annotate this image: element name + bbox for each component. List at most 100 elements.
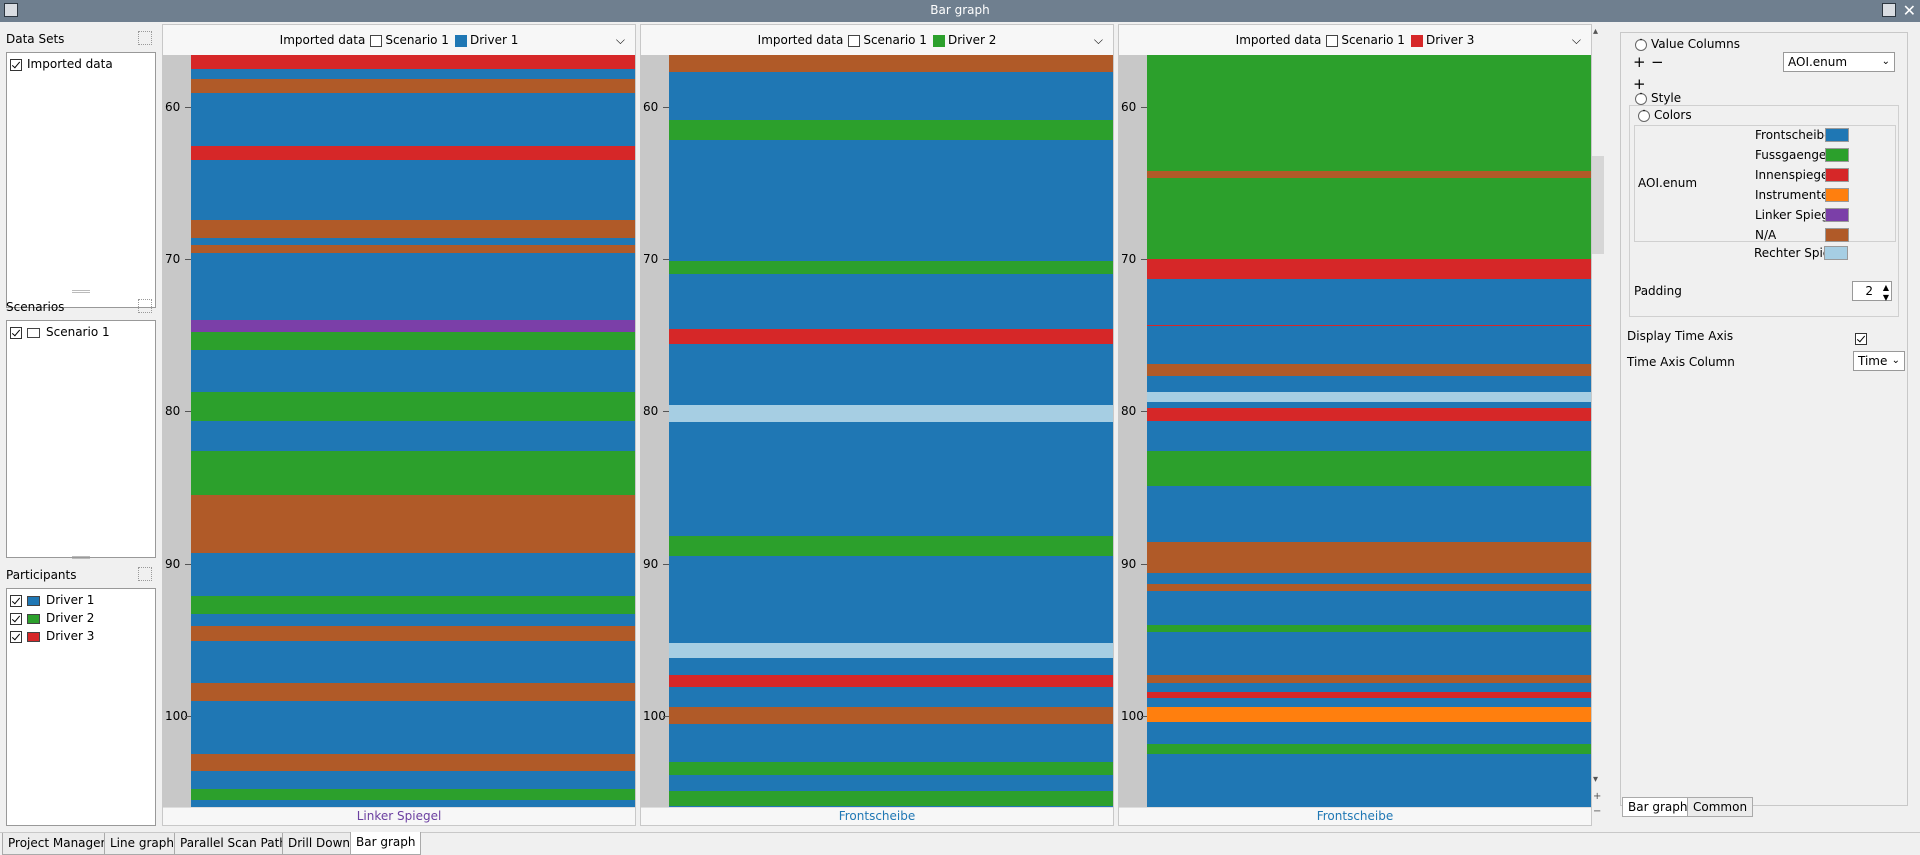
- bar-segment-n-a[interactable]: [191, 79, 635, 94]
- bar-segment-innenspiegel[interactable]: [1147, 259, 1591, 279]
- time-axis-column-select[interactable]: Time ⌄: [1853, 351, 1905, 371]
- bar-segment-innenspiegel[interactable]: [669, 329, 1113, 345]
- style-header[interactable]: ˆ Style: [1635, 91, 1681, 105]
- tab-parallel-scan-path[interactable]: Parallel Scan Path: [174, 833, 293, 855]
- chart-header[interactable]: Imported data Scenario 1 Driver 1 ⌵: [163, 25, 635, 55]
- legend-color-swatch[interactable]: [1825, 168, 1849, 182]
- bar-segment-n-a[interactable]: [669, 706, 1113, 724]
- bar-segment-fussgaenger[interactable]: [191, 391, 635, 421]
- bar-segment-n-a[interactable]: [191, 626, 635, 642]
- participant-checkbox[interactable]: [10, 630, 22, 643]
- bar-segment-rechter-spiegel[interactable]: [1147, 391, 1591, 403]
- spin-up-icon[interactable]: ▲: [1882, 283, 1889, 292]
- bar-segment-fussgaenger[interactable]: [191, 595, 635, 614]
- bar-segment-n-a[interactable]: [1147, 542, 1591, 573]
- vertical-scrollbar[interactable]: ▴ ▾ + −: [1590, 24, 1606, 824]
- bar-segment-n-a[interactable]: [191, 754, 635, 771]
- participant-checkbox[interactable]: [10, 612, 22, 625]
- bar-segment-fussgaenger[interactable]: [669, 260, 1113, 275]
- bar-segment-n-a[interactable]: [191, 495, 635, 554]
- bar-segment-fussgaenger[interactable]: [191, 789, 635, 800]
- dataset-checkbox[interactable]: [10, 58, 22, 71]
- data-sets-options-icon[interactable]: [138, 31, 152, 45]
- tab-bar-graph[interactable]: Bar graph: [350, 832, 422, 855]
- splitter-handle[interactable]: [72, 556, 90, 559]
- list-item[interactable]: Imported data: [10, 56, 113, 72]
- legend-color-swatch[interactable]: [1825, 128, 1849, 142]
- display-time-axis-checkbox[interactable]: [1855, 332, 1867, 345]
- spin-down-icon[interactable]: ▼: [1882, 293, 1889, 302]
- bar-segment-n-a[interactable]: [191, 219, 635, 238]
- participants-options-icon[interactable]: [138, 567, 152, 581]
- bar-segment-n-a[interactable]: [1147, 364, 1591, 377]
- zoom-out-icon[interactable]: −: [1593, 806, 1602, 817]
- legend-color-swatch[interactable]: [1825, 188, 1849, 202]
- list-item[interactable]: Driver 3: [10, 628, 94, 644]
- scenarios-options-icon[interactable]: [138, 299, 152, 313]
- tab-bar-graph-settings[interactable]: Bar graph: [1622, 797, 1694, 817]
- list-item[interactable]: Driver 2: [10, 610, 94, 626]
- bar-segment-fussgaenger[interactable]: [669, 790, 1113, 806]
- remove-column-button[interactable]: −: [1651, 53, 1664, 71]
- bar-segment-fussgaenger[interactable]: [669, 761, 1113, 776]
- bar-segment-rechter-spiegel[interactable]: [669, 405, 1113, 423]
- chart-header[interactable]: Imported data Scenario 1 Driver 2 ⌵: [641, 25, 1113, 55]
- bar-segment-n-a[interactable]: [1147, 674, 1591, 683]
- collapse-icon[interactable]: ˆ: [1635, 38, 1647, 51]
- bar-segment-fussgaenger[interactable]: [669, 120, 1113, 141]
- chart-header[interactable]: Imported data Scenario 1 Driver 3 ⌵: [1119, 25, 1591, 55]
- bar-segment-n-a[interactable]: [191, 682, 635, 701]
- chevron-down-icon[interactable]: ⌵: [615, 33, 625, 47]
- chevron-down-icon[interactable]: ⌵: [1093, 33, 1103, 47]
- participant-checkbox[interactable]: [10, 594, 22, 607]
- legend-color-swatch[interactable]: [1825, 148, 1849, 162]
- scroll-up-icon[interactable]: ▴: [1593, 26, 1599, 37]
- bar-segment-innenspiegel[interactable]: [191, 146, 635, 161]
- scroll-thumb[interactable]: [1592, 156, 1604, 254]
- legend-color-swatch[interactable]: [1825, 208, 1849, 222]
- bar-segment-instrumente[interactable]: [1147, 706, 1591, 723]
- colors-header[interactable]: ˆ Colors: [1638, 108, 1692, 122]
- bar-segment-fussgaenger[interactable]: [1147, 451, 1591, 487]
- collapse-icon[interactable]: ˆ: [1638, 109, 1650, 122]
- list-item[interactable]: Driver 1: [10, 592, 94, 608]
- bar-segment-fussgaenger[interactable]: [669, 536, 1113, 557]
- list-item[interactable]: Scenario 1: [10, 324, 110, 340]
- bar-segment-fussgaenger[interactable]: [1147, 178, 1591, 260]
- bar-segment-fussgaenger[interactable]: [191, 451, 635, 496]
- bar-segment-n-a[interactable]: [191, 245, 635, 253]
- bar-segment-fussgaenger[interactable]: [1147, 743, 1591, 755]
- bar-segment-fussgaenger[interactable]: [1147, 55, 1591, 171]
- bar-segment-n-a[interactable]: [669, 55, 1113, 72]
- bar-segment-innenspiegel[interactable]: [669, 674, 1113, 688]
- legend-color-swatch[interactable]: [1825, 228, 1849, 242]
- bar-segment-fussgaenger[interactable]: [191, 332, 635, 351]
- scroll-down-icon[interactable]: ▾: [1593, 774, 1599, 785]
- tab-project-manager[interactable]: Project Manager: [2, 833, 112, 855]
- dock-icon[interactable]: [1882, 3, 1896, 17]
- tab-line-graph[interactable]: Line graph: [104, 833, 180, 855]
- bar-segment-linker-spiegel[interactable]: [191, 320, 635, 333]
- bar-segment-rechter-spiegel[interactable]: [669, 642, 1113, 659]
- zoom-in-icon[interactable]: +: [1593, 791, 1602, 802]
- legend-color-swatch[interactable]: [1824, 246, 1848, 260]
- scenario-checkbox[interactable]: [10, 326, 22, 339]
- add-value-column-button[interactable]: +: [1633, 75, 1646, 93]
- bar-segment-n-a[interactable]: [1147, 583, 1591, 592]
- bar-segment-fussgaenger[interactable]: [1147, 624, 1591, 633]
- padding-spinner[interactable]: 2 ▲ ▼: [1852, 281, 1892, 302]
- bar-segment-innenspiegel[interactable]: [1147, 408, 1591, 421]
- bar-segment-innenspiegel[interactable]: [1147, 691, 1591, 698]
- add-column-button[interactable]: +: [1633, 53, 1646, 71]
- chevron-down-icon[interactable]: ⌵: [1571, 33, 1581, 47]
- close-icon[interactable]: ✕: [1902, 1, 1916, 20]
- tab-common-settings[interactable]: Common: [1687, 797, 1754, 817]
- bar-segment-innenspiegel[interactable]: [1147, 324, 1591, 327]
- collapse-icon[interactable]: ˆ: [1635, 92, 1647, 105]
- value-columns-header[interactable]: ˆ Value Columns: [1635, 37, 1740, 51]
- bar-segment-n-a[interactable]: [1147, 170, 1591, 179]
- splitter-handle[interactable]: [72, 290, 90, 293]
- tab-drill-down[interactable]: Drill Down: [282, 833, 356, 855]
- bar-segment-innenspiegel[interactable]: [191, 55, 635, 69]
- value-column-select[interactable]: AOI.enum ⌄: [1783, 52, 1895, 72]
